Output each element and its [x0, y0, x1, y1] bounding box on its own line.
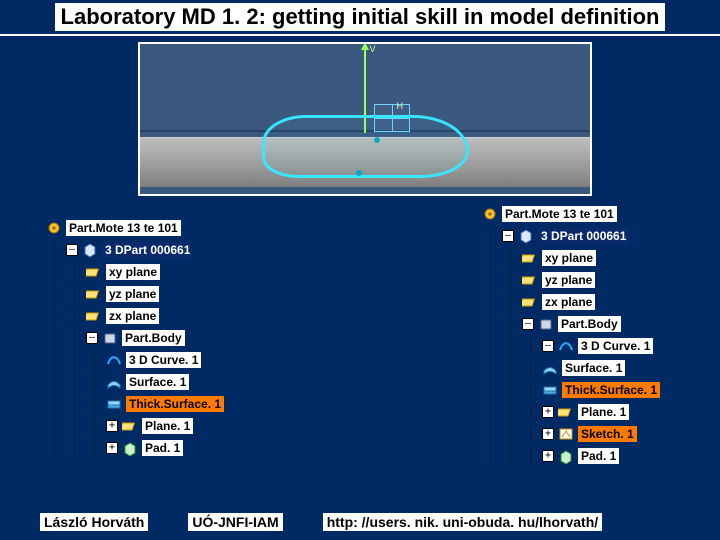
tree-item-thick-surface[interactable]: Thick.Surface. 1: [126, 396, 224, 412]
tree-body-children-left: 3 D Curve. 1 Surface. 1 Thick.Surface. 1 + P…: [86, 350, 262, 458]
sketch-icon: [558, 426, 574, 442]
cube-icon: [82, 242, 98, 258]
tree-item-thick-surface[interactable]: Thick.Surface. 1: [562, 382, 660, 398]
expander[interactable]: +: [106, 442, 118, 454]
plane-icon: [122, 418, 138, 434]
cube-icon: [518, 228, 534, 244]
surface-icon: [542, 360, 558, 376]
plane-icon: [522, 272, 538, 288]
plane-icon: [86, 264, 102, 280]
plane-icon: [522, 294, 538, 310]
curve-icon: [558, 338, 574, 354]
viewport[interactable]: V H: [138, 42, 592, 196]
tree-item-plane1[interactable]: Plane. 1: [578, 404, 629, 420]
plane-icon: [86, 308, 102, 324]
tree-item-plane1[interactable]: Plane. 1: [142, 418, 193, 434]
tree-item-pad1[interactable]: Pad. 1: [578, 448, 619, 464]
plane-icon: [86, 286, 102, 302]
tree-item-surface[interactable]: Surface. 1: [126, 374, 189, 390]
expander-minus[interactable]: –: [522, 318, 534, 330]
footer-author: László Horváth: [40, 513, 148, 531]
tree-root-label[interactable]: Part.Mote 13 te 101: [66, 220, 181, 236]
thick-icon: [106, 396, 122, 412]
tree-3dpart-label[interactable]: 3 DPart 000661: [102, 242, 193, 258]
expander-minus[interactable]: –: [502, 230, 514, 242]
tree-item-surface[interactable]: Surface. 1: [562, 360, 625, 376]
tree-item-3d-curve[interactable]: 3 D Curve. 1: [126, 352, 201, 368]
tree-item-3d-curve[interactable]: 3 D Curve. 1: [578, 338, 653, 354]
tree-3dpart-label[interactable]: 3 DPart 000661: [538, 228, 629, 244]
tree-plane-xy[interactable]: xy plane: [542, 250, 596, 266]
footer: László Horváth UÓ-JNFI-IAM http: //users…: [0, 510, 720, 534]
tree-body-children-right: – 3 D Curve. 1 Surface. 1 Thick.Surface. 1 +…: [522, 336, 698, 466]
tree-plane-yz[interactable]: yz plane: [542, 272, 595, 288]
tree-plane-zx[interactable]: zx plane: [542, 294, 595, 310]
tree-plane-yz[interactable]: yz plane: [106, 286, 159, 302]
surface-icon: [106, 374, 122, 390]
tree-plane-zx[interactable]: zx plane: [106, 308, 159, 324]
expander-minus[interactable]: –: [66, 244, 78, 256]
page-title: Laboratory MD 1. 2: getting initial skil…: [55, 3, 666, 30]
body-icon: [538, 316, 554, 332]
curve-preview[interactable]: [262, 115, 469, 178]
spec-tree-left[interactable]: Part.Mote 13 te 101 – 3 DPart 000661 xy …: [26, 216, 262, 460]
tree-body-label[interactable]: Part.Body: [558, 316, 621, 332]
pad-icon: [122, 440, 138, 456]
body-icon: [102, 330, 118, 346]
curve-icon: [106, 352, 122, 368]
tree-root-label[interactable]: Part.Mote 13 te 101: [502, 206, 617, 222]
footer-org: UÓ-JNFI-IAM: [188, 513, 282, 531]
curve-handle-icon[interactable]: [374, 137, 380, 143]
gear-icon: [482, 206, 498, 222]
thick-icon: [542, 382, 558, 398]
tree-item-pad1[interactable]: Pad. 1: [142, 440, 183, 456]
spec-tree-right[interactable]: Part.Mote 13 te 101 – 3 DPart 000661 xy …: [462, 202, 698, 510]
slide-root: Laboratory MD 1. 2: getting initial skil…: [0, 0, 720, 540]
footer-url[interactable]: http: //users. nik. uni-obuda. hu/lhorva…: [323, 513, 602, 531]
pad-icon: [558, 448, 574, 464]
expander[interactable]: +: [542, 450, 554, 462]
axis-h-label: H: [397, 101, 404, 111]
tree-item-sketch1[interactable]: Sketch. 1: [578, 426, 637, 442]
expander[interactable]: +: [106, 420, 118, 432]
gear-icon: [46, 220, 62, 236]
expander[interactable]: –: [542, 340, 554, 352]
tree-plane-xy[interactable]: xy plane: [106, 264, 160, 280]
axis-v-label: V: [370, 44, 376, 54]
title-bar: Laboratory MD 1. 2: getting initial skil…: [0, 0, 720, 36]
expander-minus[interactable]: –: [86, 332, 98, 344]
expander[interactable]: +: [542, 406, 554, 418]
plane-icon: [558, 404, 574, 420]
expander[interactable]: +: [542, 428, 554, 440]
plane-icon: [522, 250, 538, 266]
curve-handle-icon[interactable]: [356, 170, 362, 176]
tree-body-label[interactable]: Part.Body: [122, 330, 185, 346]
